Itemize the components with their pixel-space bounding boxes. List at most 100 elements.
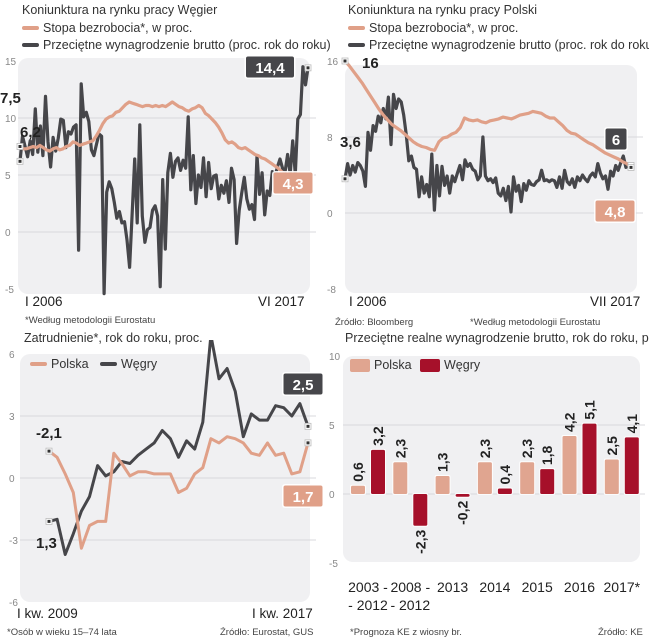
hungary-x-start: I 2006: [25, 294, 63, 309]
y-tick-label: 3: [9, 412, 15, 423]
value-badge-box: [595, 200, 635, 222]
value-label: 16: [362, 55, 379, 72]
y-tick-label: 10: [5, 114, 17, 125]
y-tick-label: -8: [327, 285, 336, 296]
y-tick-label: 6: [9, 350, 15, 361]
value-badge-text: 4,3: [283, 176, 304, 193]
value-label: -2,1: [36, 425, 62, 442]
hungary-footnote: *Według metodologii Eurostatu: [25, 315, 156, 326]
value-badge-text: 4,8: [605, 204, 626, 221]
bar-wegry: [624, 437, 639, 494]
category-label: 2008 -: [390, 579, 430, 595]
bar-value-label: 4,1: [624, 414, 640, 434]
bar-value-label: 2,5: [604, 436, 620, 456]
end-point-marker: [343, 177, 347, 181]
bar-value-label: 2,3: [392, 439, 408, 459]
legend-label: Polska: [374, 358, 412, 372]
wages-footnote: *Prognoza KE z wiosny br.: [350, 627, 462, 638]
category-label: 2017*: [604, 579, 641, 595]
end-point-marker: [343, 59, 347, 63]
wages-chart-title: Przeciętne realne wynagrodzenie brutto, …: [345, 331, 649, 345]
bar-wegry: [497, 488, 512, 494]
employment-line-chart: 6 3 0 -3 -6 -2,1 1,3 2,5 1,7: [9, 340, 324, 609]
bar-wegry: [413, 494, 428, 526]
value-label: 3,6: [340, 134, 361, 151]
employment-x-end: I kw. 2017: [252, 606, 313, 621]
value-label: 6,2: [20, 124, 41, 141]
value-badge-text: 2,5: [293, 377, 314, 394]
value-label: 7,5: [0, 90, 21, 107]
plot-panel: [18, 58, 310, 294]
y-tick-label: 0: [329, 490, 335, 501]
value-badge-text: 14,4: [255, 60, 285, 77]
poland-x-end: VII 2017: [590, 294, 641, 309]
legend-swatch-wages: [22, 43, 39, 47]
legend-label: Przeciętne wynagrodzenie brutto (proc. r…: [369, 38, 649, 52]
bar-value-label: 0,6: [350, 462, 366, 482]
end-point-marker: [629, 165, 633, 169]
legend-swatch-unemployment: [348, 26, 365, 30]
y-tick-label: 5: [5, 171, 11, 182]
hungary-x-end: VI 2017: [258, 294, 305, 309]
series-line-a: [18, 100, 310, 185]
y-tick-label: -5: [329, 559, 338, 570]
bar-polska: [351, 485, 365, 494]
employment-legend-poland: Polska: [30, 357, 89, 371]
hungary-legend-wages: Przeciętne wynagrodzenie brutto (proc. r…: [22, 38, 331, 52]
y-tick-label: 15: [5, 57, 17, 68]
category-label: - 2012: [390, 597, 430, 613]
employment-legend-hungary: Węgry: [100, 357, 157, 371]
y-tick-label: -5: [5, 285, 14, 296]
hungary-line-chart: 15 10 5 0 -5 7,5 6,2 14,4 4,3: [0, 55, 316, 296]
value-badge: 2,5: [282, 372, 324, 396]
series-line-b: [18, 65, 310, 296]
bar-wegry: [371, 449, 385, 494]
y-tick-label: 16: [327, 57, 339, 68]
employment-footnote: *Osób w wieku 15–74 lata: [7, 627, 117, 638]
employment-chart-title: Zatrudnienie*, rok do roku, proc.: [24, 331, 203, 345]
y-tick-label: 5: [329, 421, 335, 432]
legend-label: Przeciętne wynagrodzenie brutto (proc. r…: [43, 38, 331, 52]
y-tick-label: -6: [9, 598, 18, 609]
bar-polska: [435, 476, 450, 494]
category-label: 2013: [437, 579, 468, 595]
wages-legend-hungary: Węgry: [420, 358, 480, 372]
value-label: 1,3: [36, 535, 57, 552]
bar-value-label: 2,3: [477, 439, 493, 459]
bar-value-label: 0,4: [497, 465, 513, 485]
legend-label: Stopa bezrobocia*, w proc.: [369, 21, 519, 35]
end-point-marker: [47, 449, 51, 453]
y-tick-label: 0: [9, 474, 15, 485]
series-line-b: [343, 92, 633, 214]
legend-swatch-wages: [348, 43, 365, 47]
y-tick-label: -3: [9, 536, 18, 547]
legend-swatch-hungary: [100, 362, 117, 366]
category-label: 2015: [522, 579, 553, 595]
value-badge: 6: [604, 127, 628, 151]
y-tick-label: 0: [5, 228, 11, 239]
category-label: 2014: [479, 579, 510, 595]
legend-label: Polska: [51, 357, 89, 371]
poland-x-start: I 2006: [349, 294, 387, 309]
end-point-marker: [18, 159, 22, 163]
legend-swatch-poland: [350, 358, 370, 372]
value-badge: 1,7: [282, 484, 324, 508]
bar-value-label: -0,2: [455, 501, 471, 525]
value-badge-box: [246, 56, 294, 78]
category-label: - 2012: [348, 597, 388, 613]
series-line-b: [47, 340, 310, 556]
employment-x-start: I kw. 2009: [17, 606, 78, 621]
bar-value-label: -2,3: [412, 530, 428, 554]
bar-polska: [562, 436, 577, 494]
value-badge-box: [283, 373, 323, 395]
wages-source: Źródło: KE: [598, 627, 643, 638]
bar-value-label: 2,3: [519, 439, 535, 459]
value-badge: 14,4: [244, 55, 296, 79]
y-tick-label: 0: [327, 209, 333, 220]
legend-swatch-unemployment: [22, 26, 39, 30]
bar-polska: [477, 462, 492, 494]
value-badge-text: 1,7: [293, 489, 314, 506]
y-tick-label: 10: [329, 352, 341, 363]
bar-wegry: [455, 494, 470, 497]
poland-line-chart: 16 8 0 -8 16 3,6 6 4,8: [327, 55, 643, 296]
